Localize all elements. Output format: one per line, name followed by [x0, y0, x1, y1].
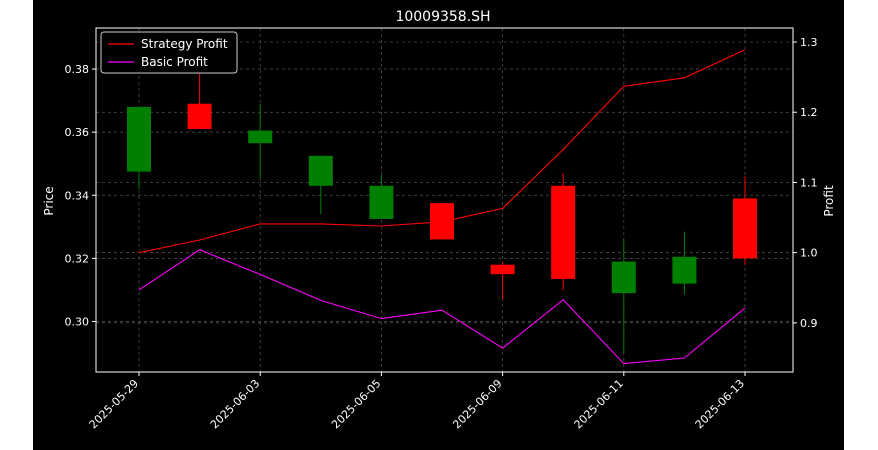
x-tick-label: 2025-06-03 — [208, 377, 262, 431]
legend-label-strategy-profit: Strategy Profit — [141, 37, 228, 51]
candle-body — [308, 155, 333, 186]
y-tick-label: 0.38 — [65, 63, 90, 76]
candle-body — [611, 261, 636, 294]
y2-tick-label: 0.9 — [800, 317, 818, 330]
chart-title: 10009358.SH — [395, 9, 490, 25]
y-tick-label: 0.34 — [65, 189, 90, 202]
y-tick-label: 0.36 — [65, 126, 90, 139]
candle-body — [127, 106, 151, 172]
y2-tick-label: 1.0 — [800, 247, 818, 260]
x-tick-label: 2025-06-09 — [450, 377, 504, 431]
legend-box — [100, 31, 238, 74]
candle-body — [248, 130, 273, 144]
legend-label-basic-profit: Basic Profit — [141, 55, 208, 69]
y-tick-label: 0.30 — [65, 316, 90, 329]
y2-tick-label: 1.2 — [800, 106, 818, 119]
series-line-basic-profit — [138, 249, 746, 365]
plot-frame — [95, 27, 794, 373]
candle-body — [672, 256, 697, 284]
grid-lines — [96, 28, 793, 372]
candle-body — [369, 185, 394, 219]
legend: Strategy Profit Basic Profit — [100, 31, 238, 74]
x-tick-label: 2025-06-05 — [329, 377, 383, 431]
y2-tick-label: 1.1 — [800, 176, 818, 189]
x-tick-label: 2025-06-13 — [693, 377, 747, 431]
y-axis-label: Price — [42, 186, 56, 215]
y2-tick-label: 1.3 — [800, 36, 818, 49]
profit-lines — [138, 49, 746, 365]
candlestick-chart: 0.30 0.32 0.34 0.36 0.38 0.9 1.0 1.1 1.2 1.3 2025-… — [42, 9, 836, 431]
chart-figure: 0.30 0.32 0.34 0.36 0.38 0.9 1.0 1.1 1.2 1.3 2025-… — [33, 0, 844, 450]
x-tick-label: 2025-06-11 — [572, 377, 626, 431]
x-tick-label: 2025-05-29 — [87, 377, 141, 431]
y-tick-label: 0.32 — [65, 252, 90, 265]
candle-body — [490, 264, 515, 275]
candle-body — [733, 198, 757, 259]
candle-body — [187, 103, 212, 129]
series-line-strategy-profit — [138, 49, 746, 254]
y2-axis-label: Profit — [822, 185, 836, 217]
candles — [127, 72, 757, 354]
candle-body — [551, 185, 576, 279]
